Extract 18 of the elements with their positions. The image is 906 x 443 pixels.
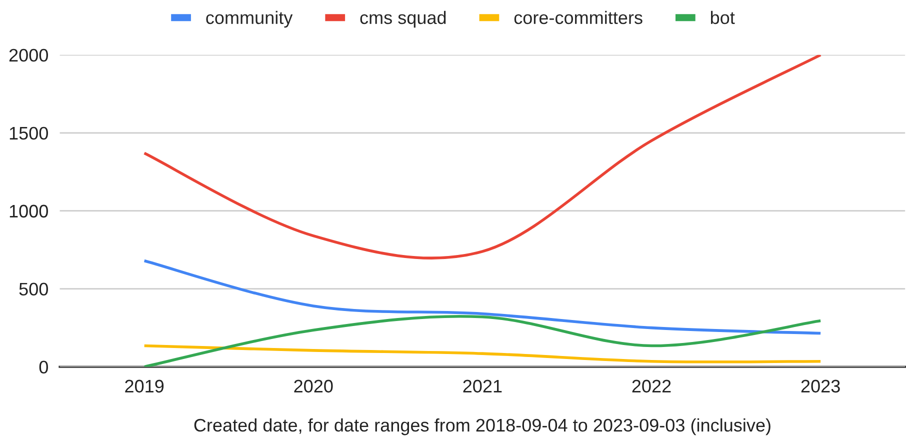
legend-label: core-committers xyxy=(514,10,642,24)
y-tick-label: 2000 xyxy=(9,48,48,62)
x-tick-label: 2019 xyxy=(125,380,164,393)
legend-label: bot xyxy=(710,10,735,24)
y-tick-label: 0 xyxy=(39,360,48,374)
x-tick-label: 2020 xyxy=(294,380,333,393)
y-tick-label: 1500 xyxy=(10,126,48,140)
x-tick-label: 2023 xyxy=(801,380,840,393)
y-tick-label: 500 xyxy=(19,282,48,296)
line-series xyxy=(142,344,822,364)
x-tick-label: 2022 xyxy=(632,380,671,393)
legend-label: cms squad xyxy=(360,10,446,28)
y-tick-label: 1000 xyxy=(10,204,48,218)
x-axis-title: Created date, for date ranges from 2018-09-04 to 2023-09-03 (inclusive) xyxy=(194,418,770,436)
x-tick-label: 2021 xyxy=(463,380,502,393)
line-series xyxy=(142,259,822,335)
line-series xyxy=(142,315,822,367)
legend-label: community xyxy=(206,10,293,28)
